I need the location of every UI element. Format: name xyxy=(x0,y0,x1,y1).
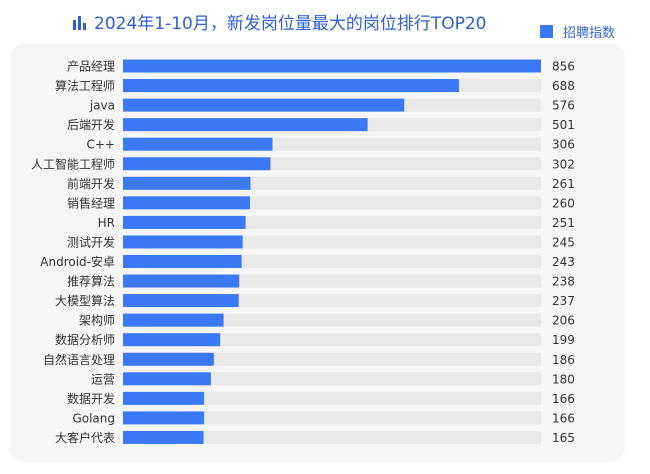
value-label: 166 xyxy=(552,392,575,406)
category-label: C++ xyxy=(87,138,116,152)
value-label: 165 xyxy=(552,431,575,445)
bar-track xyxy=(123,313,541,327)
category-label: 产品经理 xyxy=(67,60,115,74)
category-label: 推荐算法 xyxy=(67,274,115,289)
category-label: 测试开发 xyxy=(67,234,115,249)
bar-track xyxy=(123,333,541,347)
value-label: 251 xyxy=(552,216,575,230)
category-label: Golang xyxy=(72,411,115,425)
category-label: java xyxy=(89,99,115,113)
bar xyxy=(123,294,239,308)
bar xyxy=(123,313,224,327)
bar xyxy=(123,352,214,366)
value-label: 302 xyxy=(552,157,575,171)
value-label: 501 xyxy=(552,118,575,132)
value-label: 245 xyxy=(552,235,575,249)
bar xyxy=(123,98,405,112)
bar-track xyxy=(123,391,541,405)
category-label: 数据开发 xyxy=(67,391,115,406)
legend: 招聘指数 xyxy=(540,22,615,41)
bar xyxy=(123,333,221,347)
bar xyxy=(123,235,243,249)
bar xyxy=(123,176,251,190)
bar xyxy=(123,274,240,288)
value-label: 180 xyxy=(552,372,575,386)
value-label: 688 xyxy=(552,79,575,93)
bar xyxy=(123,137,273,151)
category-label: HR xyxy=(98,216,115,230)
bar xyxy=(123,79,459,93)
bar xyxy=(123,430,204,444)
category-label: Android-安卓 xyxy=(40,254,115,269)
value-label: 260 xyxy=(552,196,575,210)
category-label: 自然语言处理 xyxy=(43,352,115,367)
category-label: 架构师 xyxy=(79,313,115,328)
value-label: 199 xyxy=(552,333,575,347)
category-label: 前端开发 xyxy=(67,176,115,191)
category-label: 销售经理 xyxy=(67,195,115,210)
bar xyxy=(123,391,205,405)
legend-swatch xyxy=(540,25,553,38)
legend-label: 招聘指数 xyxy=(563,26,616,41)
value-label: 243 xyxy=(552,255,575,269)
bar-track xyxy=(123,430,541,444)
value-label: 576 xyxy=(552,99,575,113)
value-label: 237 xyxy=(552,294,575,308)
bar xyxy=(123,215,246,229)
value-label: 261 xyxy=(552,177,575,191)
category-label: 人工智能工程师 xyxy=(31,156,115,171)
bar xyxy=(123,255,242,268)
value-label: 166 xyxy=(552,411,575,425)
value-label: 238 xyxy=(552,275,575,289)
category-label: 后端开发 xyxy=(67,117,115,132)
category-label: 大客户代表 xyxy=(55,430,115,445)
category-label: 运营 xyxy=(91,372,115,386)
bar xyxy=(123,59,541,73)
category-label: 数据分析师 xyxy=(55,332,115,347)
value-label: 306 xyxy=(552,138,575,152)
bar xyxy=(123,157,271,171)
bar xyxy=(123,411,205,425)
bar-chart-icon xyxy=(73,15,86,30)
value-label: 856 xyxy=(552,60,575,74)
category-label: 大模型算法 xyxy=(55,293,115,308)
bar-track xyxy=(123,352,541,366)
chart-title-text: 2024年1-10月，新发岗位量最大的岗位排行TOP20 xyxy=(94,14,487,34)
bar-track xyxy=(123,411,541,425)
bar xyxy=(123,196,250,210)
chart-title: 2024年1-10月，新发岗位量最大的岗位排行TOP20 xyxy=(72,9,487,34)
bar xyxy=(123,372,211,386)
value-label: 206 xyxy=(552,314,575,328)
bar-track xyxy=(123,372,541,386)
bar xyxy=(123,118,368,132)
category-label: 算法工程师 xyxy=(55,78,115,93)
value-label: 186 xyxy=(552,353,575,367)
